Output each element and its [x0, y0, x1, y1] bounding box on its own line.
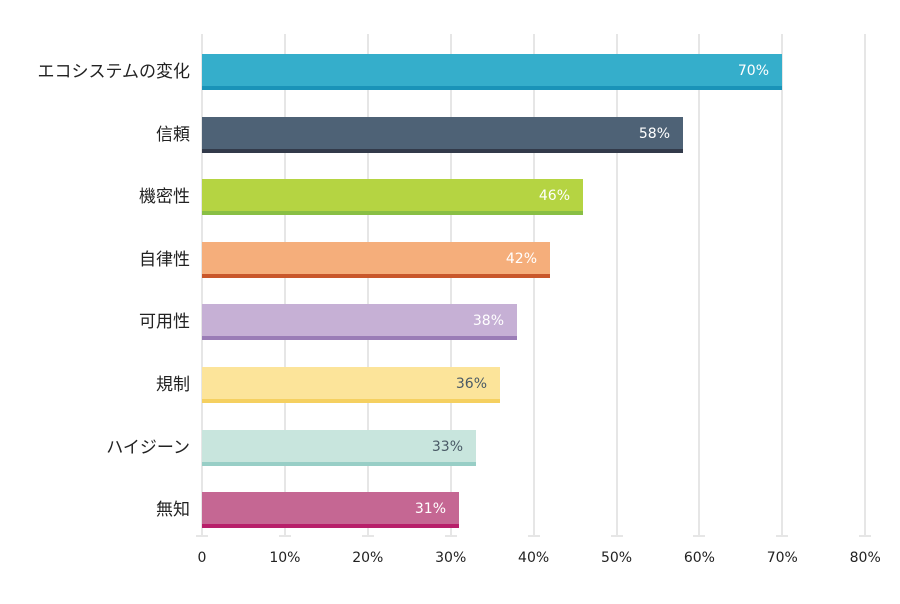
x-tick-label: 40% — [518, 550, 550, 566]
value-label: 58% — [638, 126, 670, 142]
bar-edge — [202, 211, 583, 215]
tick-mark — [361, 535, 374, 537]
tick-mark — [610, 535, 623, 537]
x-tick-label: 20% — [352, 550, 384, 566]
tick-mark — [859, 535, 872, 537]
category-label: 規制 — [156, 375, 190, 395]
bar: 38% — [202, 304, 517, 340]
bar-edge — [202, 336, 517, 340]
bar: 58% — [202, 117, 683, 153]
tick-mark — [278, 535, 291, 537]
bar: 36% — [202, 367, 500, 403]
x-tick-label: 50% — [600, 550, 633, 566]
x-tick-label: 0 — [197, 550, 207, 566]
bar-edge — [202, 462, 476, 466]
bar: 46% — [202, 179, 583, 215]
bar-edge — [202, 274, 550, 278]
bar: 42% — [202, 242, 550, 278]
category-label: 信頼 — [156, 125, 190, 145]
gridline — [532, 34, 535, 536]
gridline — [781, 34, 784, 536]
bar-edge — [202, 86, 782, 90]
gridline — [864, 34, 867, 536]
x-tick-label: 10% — [269, 550, 301, 566]
bar-edge — [202, 524, 459, 528]
value-label: 46% — [538, 188, 570, 204]
value-label: 38% — [472, 313, 504, 329]
gridline — [449, 34, 452, 536]
bar-edge — [202, 399, 500, 403]
gridline — [366, 34, 369, 536]
gridline — [201, 34, 203, 536]
x-tick-label: 70% — [766, 550, 798, 566]
tick-mark — [196, 535, 208, 537]
bar: 33% — [202, 430, 476, 466]
category-label: 機密性 — [139, 187, 190, 207]
category-label: エコシステムの変化 — [37, 62, 191, 82]
bar-edge — [202, 149, 683, 153]
tick-mark — [693, 535, 706, 537]
value-label: 70% — [737, 63, 769, 79]
gridline — [615, 34, 618, 536]
category-label: 無知 — [156, 500, 190, 520]
tick-mark — [444, 535, 457, 537]
gridline — [283, 34, 286, 536]
gridline — [698, 34, 701, 536]
bar: 31% — [202, 492, 459, 528]
x-tick-label: 30% — [435, 550, 467, 566]
tick-mark — [527, 535, 540, 537]
value-label: 33% — [431, 439, 463, 455]
tick-mark — [776, 535, 789, 537]
category-label: ハイジーン — [106, 438, 190, 458]
x-tick-label: 60% — [683, 550, 715, 566]
value-label: 31% — [414, 501, 446, 517]
bar: 70% — [202, 54, 782, 90]
value-label: 36% — [455, 376, 487, 392]
category-label: 可用性 — [139, 312, 190, 332]
x-tick-label: 80% — [849, 550, 881, 566]
value-label: 42% — [505, 251, 537, 267]
category-label: 自律性 — [139, 250, 190, 270]
